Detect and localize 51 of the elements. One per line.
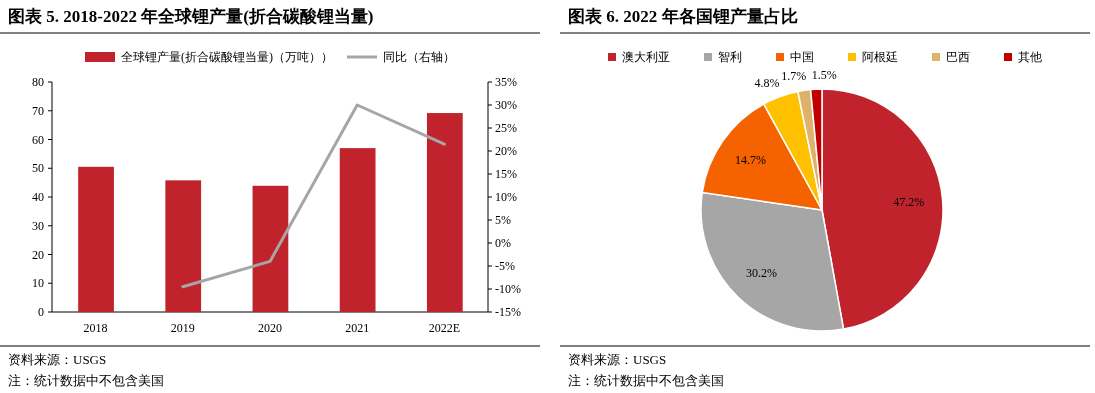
y2-tick-label: 35%: [495, 75, 517, 89]
y2-tick-label: 10%: [495, 190, 517, 204]
text: 资料来源：USGS: [8, 352, 107, 367]
legend-label: 智利: [718, 50, 742, 64]
x-tick-label: 2019: [170, 321, 195, 335]
legend-label: 巴西: [946, 50, 970, 64]
data-label: 4.8%: [754, 76, 780, 91]
data-label: 1.5%: [811, 68, 837, 83]
x-tick-label: 2020: [258, 321, 282, 335]
y-tick-label: 70: [32, 103, 44, 118]
bar: [165, 180, 202, 312]
chart-title: 图表 6. 2022 年各国锂产量占比: [568, 7, 798, 26]
y-tick-label: 60: [32, 132, 44, 147]
x-tick-label: 2018: [83, 321, 108, 335]
y-tick-label: 80: [32, 75, 44, 89]
y-tick-label: 20: [32, 247, 44, 262]
data-label: 47.2%: [893, 195, 925, 210]
y2-tick-label: -10%: [495, 282, 521, 296]
y2-tick-label: 15%: [495, 167, 517, 181]
y-tick-label: 30: [32, 218, 44, 233]
y2-tick-label: -5%: [495, 259, 515, 273]
data-label: 30.2%: [745, 265, 777, 280]
y2-tick-label: -15%: [495, 305, 521, 319]
legend-label: 其他: [1018, 50, 1042, 64]
chart-title: 图表 5. 2018-2022 年全球锂产量(折合碳酸锂当量): [8, 7, 374, 26]
y2-tick-label: 5%: [495, 213, 511, 227]
y2-tick-label: 0%: [495, 236, 511, 250]
legend-label: 澳大利亚: [622, 50, 670, 64]
y2-tick-label: 25%: [495, 121, 517, 135]
y2-tick-label: 30%: [495, 98, 517, 112]
text: 注：统计数据中不包含美国: [8, 373, 164, 388]
data-label: 1.7%: [781, 69, 807, 84]
bar: [78, 166, 114, 312]
y-tick-label: 10: [32, 276, 44, 291]
text: 注：统计数据中不包含美国: [568, 373, 724, 388]
line-series: [181, 103, 446, 289]
data-label: 14.7%: [734, 153, 766, 168]
bar: [252, 185, 289, 312]
legend-label: 中国: [790, 50, 814, 64]
y-tick-label: 0: [38, 305, 44, 319]
bar: [339, 148, 376, 312]
legend-label: 全球锂产量(折合碳酸锂当量)（万吨））: [121, 50, 333, 64]
text: 资料来源：USGS: [568, 352, 667, 367]
legend-label: 阿根廷: [862, 50, 898, 64]
legend-label: 同比（右轴）: [383, 50, 455, 64]
x-tick-label: 2021: [345, 321, 370, 335]
bar: [426, 113, 463, 312]
y2-tick-label: 20%: [495, 144, 517, 158]
y-tick-label: 40: [32, 190, 44, 204]
x-tick-label: 2022E: [428, 321, 461, 335]
y-tick-label: 50: [32, 161, 44, 176]
